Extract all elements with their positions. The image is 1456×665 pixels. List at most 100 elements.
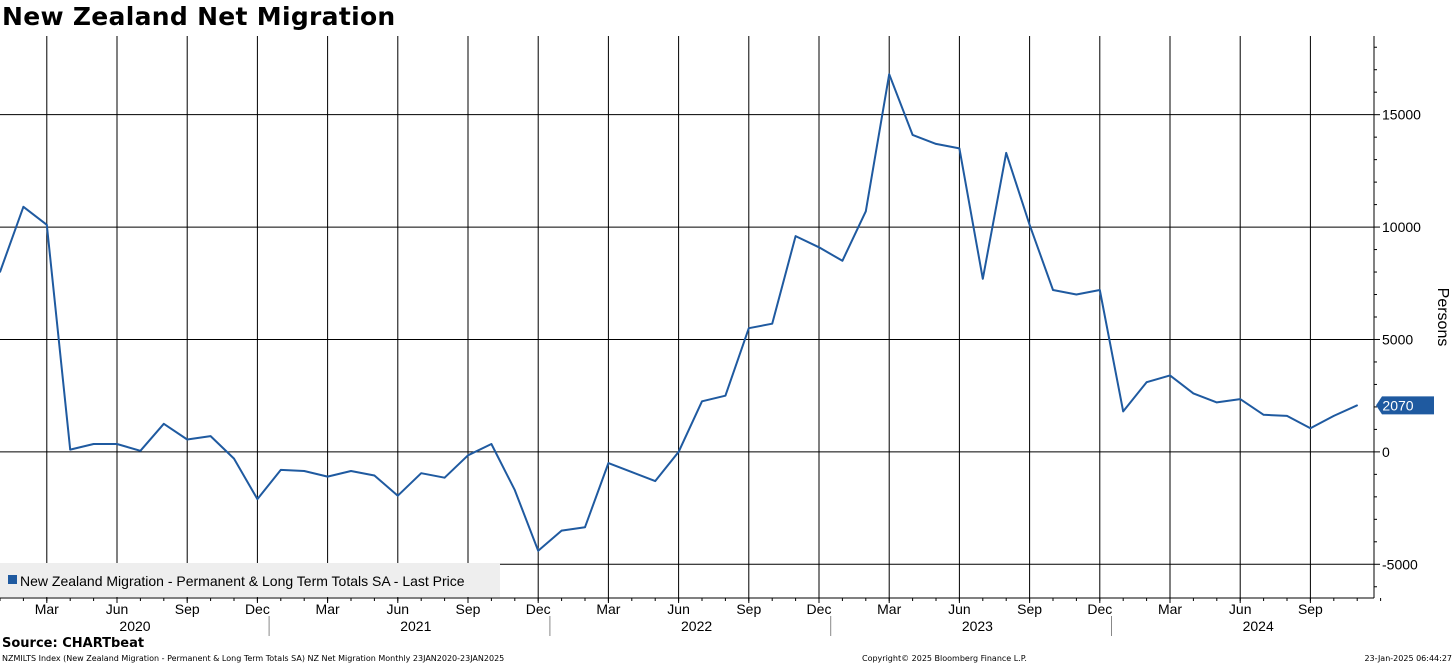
data-point (1099, 289, 1101, 291)
x-tick-label: Jun (106, 601, 129, 617)
data-point (982, 277, 984, 280)
data-point (186, 438, 188, 441)
x-tick-label: Sep (175, 601, 200, 617)
x-tick-label: Dec (807, 601, 832, 617)
data-point (280, 469, 282, 471)
data-point (373, 474, 376, 477)
data-point (397, 494, 399, 497)
data-point (1192, 392, 1195, 395)
x-tick-label: Mar (1158, 601, 1182, 617)
x-tick-label: Jun (1229, 601, 1252, 617)
x-tick-label: Mar (596, 601, 620, 617)
y-tick-label: 0 (1382, 444, 1390, 460)
data-point (490, 443, 493, 445)
legend-swatch (8, 575, 17, 584)
legend: New Zealand Migration - Permanent & Long… (0, 563, 500, 597)
x-tick-label: Dec (1087, 601, 1112, 617)
data-point (1356, 404, 1358, 407)
y-axis-label: Persons (1434, 288, 1451, 347)
grid-lines (0, 36, 1374, 598)
data-point (1028, 224, 1031, 226)
data-point (22, 206, 25, 208)
x-tick-label: Dec (245, 601, 270, 617)
data-point (256, 498, 259, 500)
data-point (560, 529, 563, 532)
year-label: 2022 (681, 618, 712, 634)
data-point (748, 327, 750, 330)
data-point (701, 400, 703, 403)
data-point (654, 480, 656, 482)
data-point (818, 246, 820, 249)
x-tick-label: Mar (316, 601, 340, 617)
data-point (1145, 381, 1148, 383)
x-tick-label: Dec (526, 601, 551, 617)
timestamp: 23-Jan-2025 06:44:27 (1364, 654, 1452, 663)
data-point (92, 443, 95, 445)
last-value-tag (1376, 396, 1434, 415)
data-point (0, 271, 1, 273)
data-point (911, 134, 914, 136)
data-point (1169, 374, 1171, 377)
data-point (677, 451, 680, 453)
data-point (537, 549, 539, 552)
x-axis: Mar Jun Sep Dec Mar Jun Sep Dec Mar Jun Sep Dec Mar J… (0, 597, 1382, 636)
data-point (514, 489, 516, 491)
x-tick-label: Jun (667, 601, 690, 617)
last-value-label: 2070 (1382, 397, 1413, 413)
data-point (163, 422, 165, 425)
data-point (326, 475, 329, 478)
data-point (841, 260, 844, 262)
y-tick-label: 15000 (1382, 107, 1421, 123)
data-point (1052, 289, 1054, 291)
data-point (1286, 415, 1288, 417)
x-tick-label: Sep (456, 601, 481, 617)
data-point (46, 224, 48, 226)
data-point (958, 147, 961, 150)
y-tick-label: 10000 (1382, 219, 1421, 235)
data-point (1333, 415, 1335, 417)
x-tick-label: Sep (1298, 601, 1323, 617)
y-tick-label: -5000 (1382, 556, 1418, 572)
data-point (233, 457, 235, 460)
data-point (794, 235, 797, 237)
y-axis: -5000 0 5000 10000 15000 Persons (1373, 36, 1451, 598)
data-point (631, 471, 633, 473)
data-point (607, 462, 610, 464)
data-point (771, 322, 773, 325)
copyright-note: Copyright© 2025 Bloomberg Finance L.P. (862, 654, 1027, 663)
legend-label: New Zealand Migration - Permanent & Long… (20, 573, 465, 589)
legend-background (0, 563, 500, 597)
x-tick-label: Mar (877, 601, 901, 617)
data-point (935, 143, 937, 145)
data-point (1005, 152, 1007, 154)
data-point (443, 476, 446, 479)
source-note: Source: CHARTbeat (2, 636, 145, 651)
x-tick-label: Jun (948, 601, 971, 617)
data-point (1309, 427, 1312, 430)
data-point (116, 443, 118, 445)
data-point (1122, 410, 1124, 413)
data-point (888, 73, 890, 76)
data-point (467, 454, 469, 457)
data-point (1262, 413, 1265, 416)
x-tick-label: Jun (387, 601, 410, 617)
chart-title: New Zealand Net Migration (2, 2, 396, 31)
y-tick-label: 5000 (1382, 331, 1413, 347)
data-point (350, 470, 352, 472)
data-point (1075, 293, 1078, 296)
data-point (420, 472, 423, 475)
data-point (69, 448, 71, 451)
x-tick-label: Mar (35, 601, 59, 617)
year-label: 2023 (962, 618, 993, 634)
x-tick-label: Sep (736, 601, 761, 617)
data-point (1216, 401, 1218, 404)
x-tick-label: Sep (1017, 601, 1042, 617)
year-label: 2021 (400, 618, 431, 634)
data-point (584, 526, 586, 528)
data-point (865, 210, 867, 213)
data-point (1239, 398, 1241, 400)
series-metadata: NZMILTS Index (New Zealand Migration - P… (2, 654, 505, 663)
data-point (724, 394, 727, 397)
data-point (209, 435, 212, 437)
